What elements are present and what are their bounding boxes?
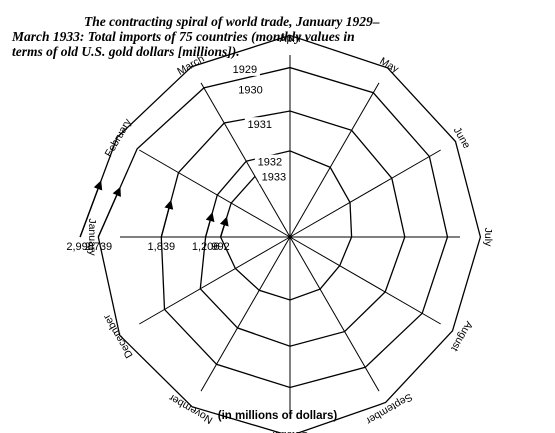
- month-label-march: March: [175, 53, 206, 78]
- spoke-august: [289, 236, 441, 325]
- month-label-may: May: [378, 55, 402, 76]
- month-label-august: August: [448, 319, 475, 353]
- value-label-1933: 992: [211, 241, 229, 253]
- caption-line-1: The contracting spiral of world trade, J…: [84, 14, 380, 29]
- year-label-bg-1933: [258, 169, 289, 184]
- month-label-january: January: [86, 218, 98, 256]
- month-label-july: July: [482, 228, 494, 247]
- year-label-1932: 1932: [258, 157, 282, 169]
- spoke-november: [200, 236, 291, 392]
- month-label-december: December: [101, 312, 136, 360]
- arrow-1932: [204, 212, 215, 238]
- year-label-bg-1929: [229, 61, 260, 76]
- year-labels: 1929 1930 1931 1932 1933: [229, 61, 289, 184]
- value-label-1931: 1,839: [148, 241, 176, 253]
- ring-1931: [160, 110, 406, 347]
- month-label-april: April: [279, 33, 300, 45]
- month-label-february: February: [103, 116, 135, 159]
- year-rings: [79, 34, 482, 433]
- year-label-bg-1931: [244, 117, 275, 132]
- ring-1929: [79, 34, 482, 433]
- arrow-1931: [160, 199, 174, 238]
- spoke-march: [200, 82, 291, 238]
- year-label-bg-1932: [254, 154, 285, 169]
- value-label-1930: 2,739: [85, 241, 113, 253]
- year-label-1931: 1931: [248, 119, 272, 131]
- month-label-june: June: [451, 125, 473, 151]
- spoke-february: [139, 149, 291, 238]
- year-label-1933: 1933: [262, 172, 286, 184]
- year-label-bg-1930: [235, 82, 266, 97]
- spoke-september: [289, 236, 380, 392]
- figure-caption: The contracting spiral of world trade, J…: [12, 14, 482, 59]
- year-label-1930: 1930: [238, 85, 262, 97]
- caption-line-2: March 1933: Total imports of 75 countrie…: [12, 29, 355, 44]
- year-transition-arrows: [79, 180, 229, 238]
- arrow-1930: [97, 186, 121, 238]
- value-label-1932: 1,206: [192, 241, 220, 253]
- caption-line-3: terms of old U.S. gold dollars [millions…: [12, 44, 240, 59]
- unit-note: (in millions of dollars): [217, 410, 338, 422]
- value-label-1929: 2,998: [66, 241, 94, 253]
- month-spokes: [120, 55, 460, 419]
- ring-1930: [97, 66, 449, 389]
- spoke-june: [289, 149, 441, 238]
- arrow-1929: [79, 180, 103, 238]
- year-label-1929: 1929: [233, 64, 257, 76]
- arrow-1933: [219, 216, 229, 238]
- spoke-may: [289, 82, 380, 238]
- month-label-october: October: [271, 429, 309, 433]
- ring-1932: [204, 150, 353, 301]
